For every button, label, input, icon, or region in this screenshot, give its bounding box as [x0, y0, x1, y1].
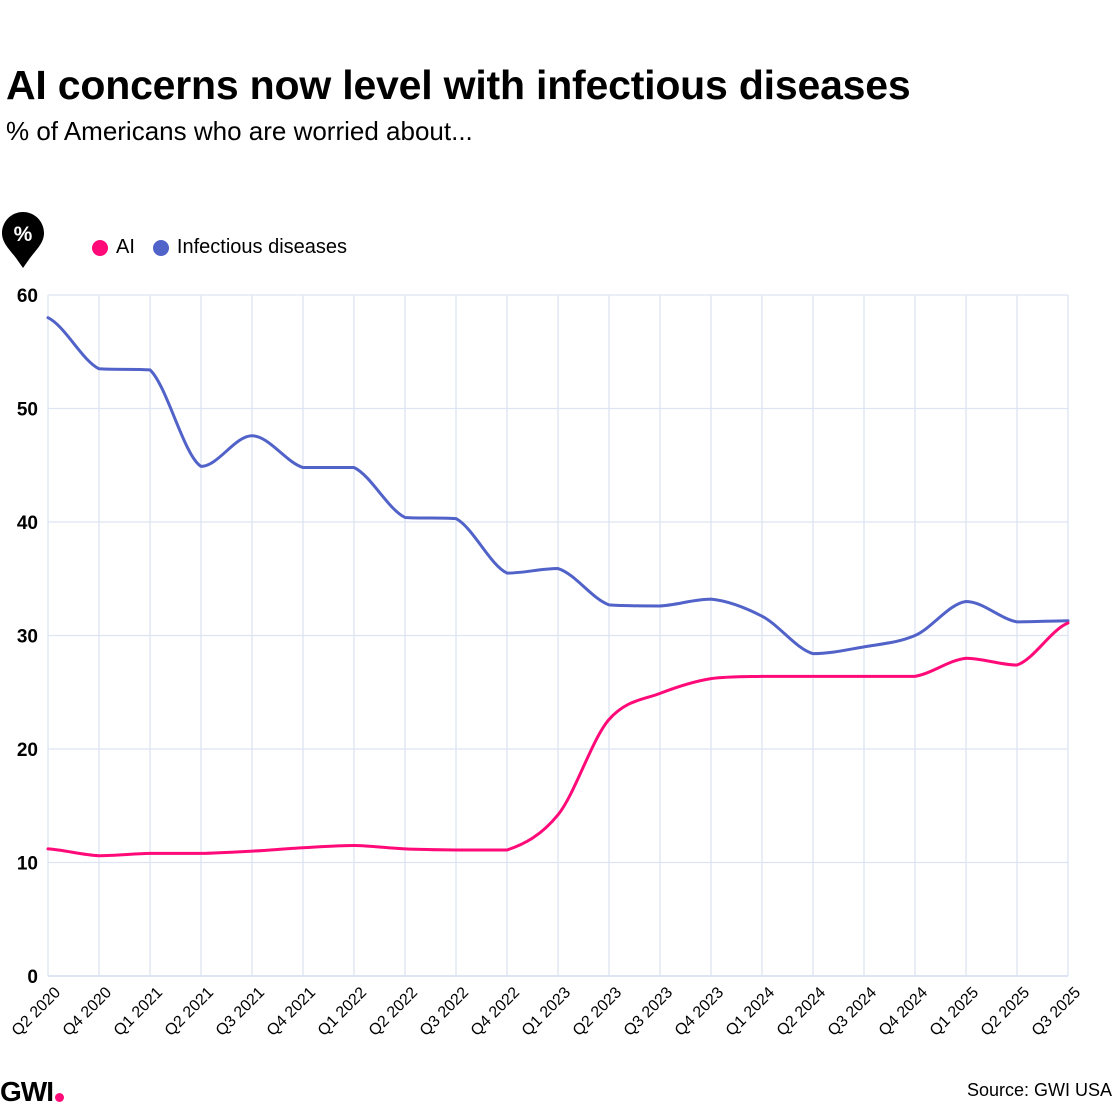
data-point-ai[interactable]	[707, 675, 715, 683]
x-tick-label: Q4 2021	[264, 984, 319, 1039]
y-tick-label: 40	[17, 513, 38, 534]
legend-item-ai[interactable]: AI	[92, 236, 135, 259]
data-point-infectious-diseases[interactable]	[707, 595, 715, 603]
logo-dot	[55, 1093, 64, 1102]
data-point-ai[interactable]	[401, 845, 409, 853]
data-point-infectious-diseases[interactable]	[146, 366, 154, 374]
data-point-infectious-diseases[interactable]	[248, 432, 256, 440]
data-point-ai[interactable]	[911, 672, 919, 680]
data-point-ai[interactable]	[1013, 661, 1021, 669]
x-tick-label: Q4 2020	[60, 984, 115, 1039]
x-tick-label: Q2 2025	[978, 984, 1033, 1039]
x-tick-label: Q3 2024	[825, 984, 880, 1039]
x-tick-label: Q2 2022	[366, 984, 421, 1039]
data-point-infectious-diseases[interactable]	[197, 462, 205, 470]
gwi-logo: GWI	[0, 1076, 64, 1108]
series-lines	[44, 314, 1072, 860]
data-point-ai[interactable]	[452, 846, 460, 854]
legend-swatch-infectious-diseases	[152, 239, 169, 256]
x-tick-label: Q1 2024	[723, 984, 778, 1039]
y-tick-label: 60	[17, 286, 38, 307]
data-point-infectious-diseases[interactable]	[809, 650, 817, 658]
x-tick-label: Q3 2022	[417, 984, 472, 1039]
unit-symbol: %	[14, 223, 33, 246]
data-point-ai[interactable]	[503, 846, 511, 854]
data-point-infectious-diseases[interactable]	[503, 569, 511, 577]
legend-swatch-ai	[92, 239, 108, 256]
data-point-infectious-diseases[interactable]	[656, 602, 664, 610]
x-tick-label: Q4 2023	[672, 984, 727, 1039]
data-point-infectious-diseases[interactable]	[962, 597, 970, 605]
data-point-ai[interactable]	[248, 847, 256, 855]
data-point-ai[interactable]	[350, 841, 358, 849]
legend-label-ai: AI	[116, 236, 135, 258]
y-tick-label: 20	[17, 740, 38, 761]
y-tick-label: 10	[17, 854, 38, 875]
x-tick-label: Q4 2024	[876, 984, 931, 1039]
data-point-ai[interactable]	[95, 852, 103, 860]
grid	[47, 294, 1069, 977]
x-tick-label: Q1 2025	[927, 984, 982, 1039]
data-point-ai[interactable]	[860, 672, 868, 680]
y-tick-label: 30	[17, 627, 38, 648]
y-tick-label: 50	[17, 400, 38, 421]
data-point-ai[interactable]	[554, 811, 562, 819]
series-line-ai[interactable]	[46, 621, 1070, 858]
data-point-infectious-diseases[interactable]	[911, 632, 919, 640]
x-tick-label: Q2 2020	[9, 984, 64, 1039]
data-point-ai[interactable]	[44, 845, 52, 853]
data-point-ai[interactable]	[605, 715, 613, 723]
legend-item-infectious-diseases[interactable]: Infectious diseases	[152, 236, 348, 259]
x-tick-label: Q3 2023	[621, 984, 676, 1039]
x-tick-label: Q2 2023	[570, 984, 625, 1039]
data-point-ai[interactable]	[197, 849, 205, 857]
legend-label-infectious-diseases: Infectious diseases	[176, 236, 348, 258]
data-point-ai[interactable]	[146, 849, 154, 857]
data-point-ai[interactable]	[962, 654, 970, 662]
data-point-infectious-diseases[interactable]	[605, 601, 613, 609]
source-note: Source: GWI USA	[966, 1080, 1112, 1100]
data-point-ai[interactable]	[1064, 619, 1072, 627]
logo-text: GWI	[0, 1076, 54, 1107]
data-point-infectious-diseases[interactable]	[401, 513, 409, 521]
data-point-ai[interactable]	[809, 672, 817, 680]
x-tick-label: Q2 2024	[774, 984, 829, 1039]
chart-subtitle: % of Americans who are worried about...	[6, 116, 473, 146]
percent-pin-icon: %	[2, 212, 44, 268]
chart-legend: AI Infectious diseases	[92, 236, 365, 259]
x-tick-label: Q1 2023	[519, 984, 574, 1039]
data-point-infectious-diseases[interactable]	[860, 643, 868, 651]
data-point-infectious-diseases[interactable]	[44, 314, 52, 322]
x-tick-label: Q4 2022	[468, 984, 523, 1039]
x-tick-label: Q1 2022	[315, 984, 370, 1039]
data-point-infectious-diseases[interactable]	[758, 612, 766, 620]
data-point-ai[interactable]	[299, 844, 307, 852]
x-tick-label: Q3 2025	[1029, 984, 1084, 1039]
data-point-infectious-diseases[interactable]	[452, 515, 460, 523]
data-point-infectious-diseases[interactable]	[350, 464, 358, 472]
series-line-infectious-diseases[interactable]	[46, 316, 1070, 656]
y-axis-ticks: 0 10 20 30 40 50 60	[17, 286, 38, 988]
data-point-infectious-diseases[interactable]	[554, 565, 562, 573]
y-tick-label: 0	[27, 967, 38, 988]
data-point-infectious-diseases[interactable]	[95, 365, 103, 373]
x-tick-label: Q3 2021	[213, 984, 268, 1039]
data-point-ai[interactable]	[656, 689, 664, 697]
data-point-infectious-diseases[interactable]	[299, 464, 307, 472]
x-tick-label: Q1 2021	[111, 984, 166, 1039]
chart-title: AI concerns now level with infectious di…	[6, 62, 911, 108]
x-tick-label: Q2 2021	[162, 984, 217, 1039]
data-point-infectious-diseases[interactable]	[1013, 618, 1021, 626]
data-point-ai[interactable]	[758, 672, 766, 680]
